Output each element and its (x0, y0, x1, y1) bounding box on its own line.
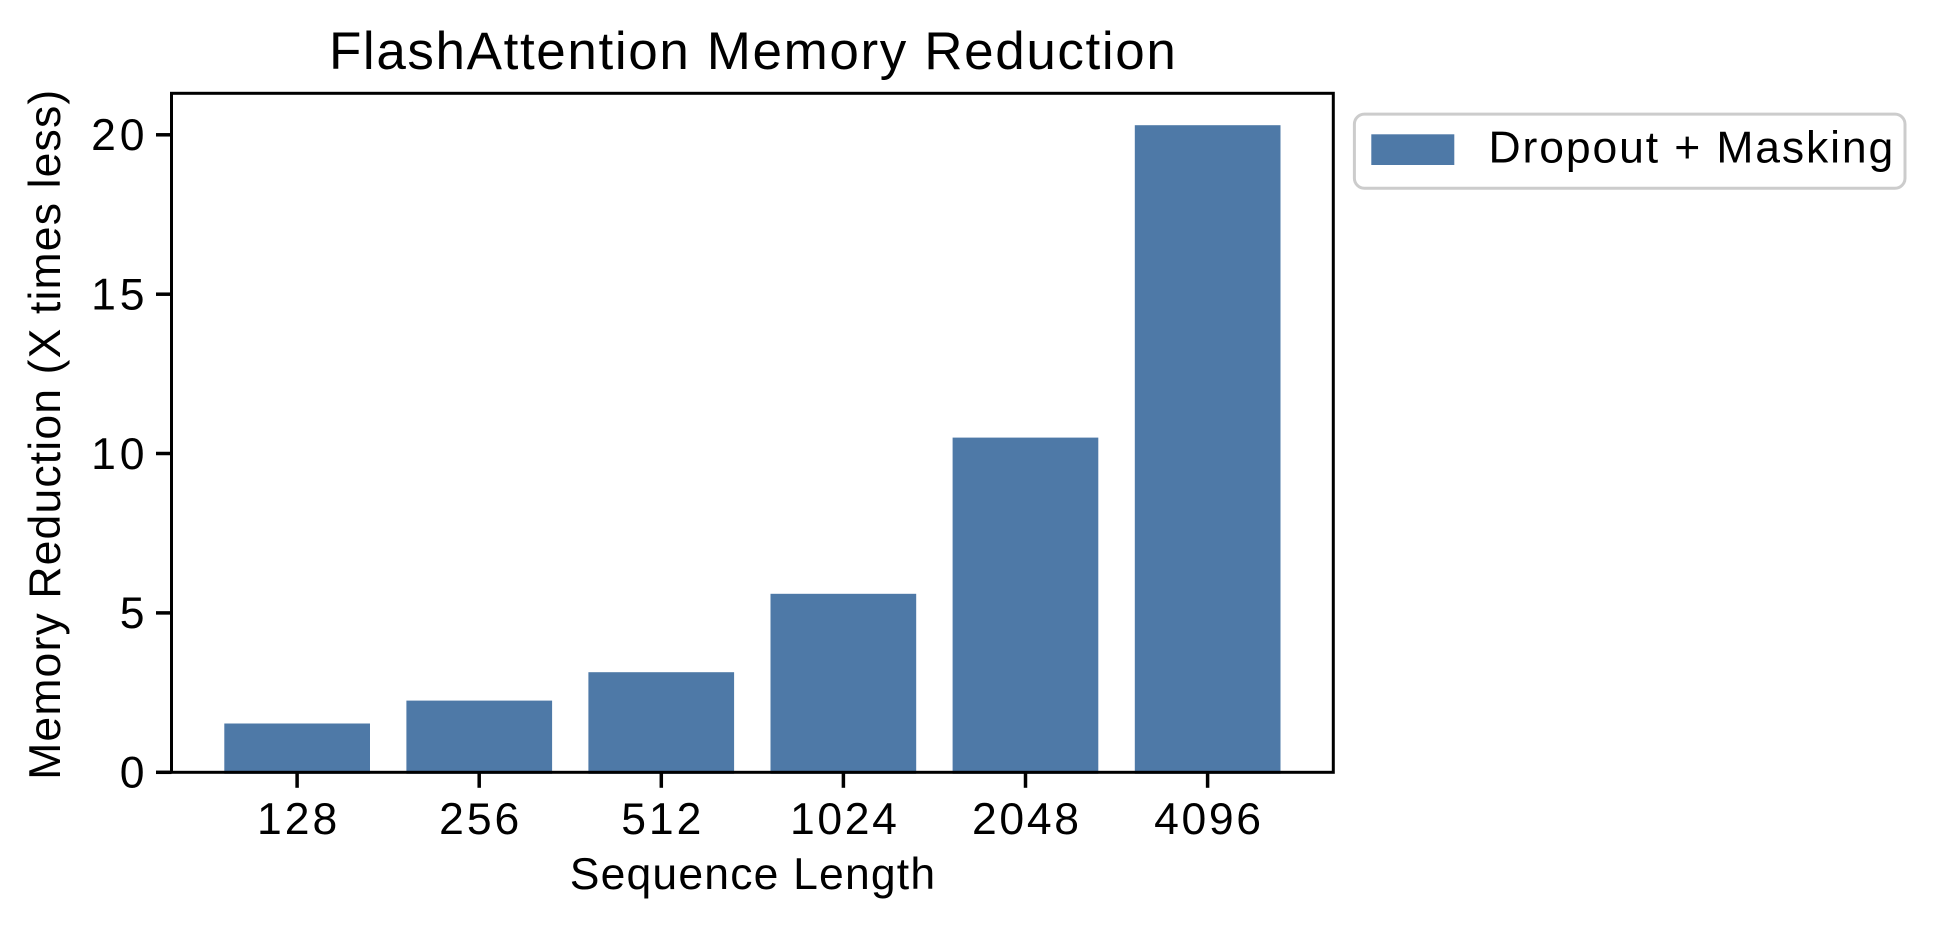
svg-text:FlashAttention Memory Reductio: FlashAttention Memory Reduction (329, 22, 1176, 81)
svg-text:Sequence Length: Sequence Length (570, 850, 935, 899)
svg-text:512: 512 (621, 795, 701, 844)
svg-text:128: 128 (257, 795, 337, 844)
svg-text:Memory Reduction (X times less: Memory Reduction (X times less) (21, 90, 70, 780)
svg-text:Dropout + Masking: Dropout + Masking (1489, 124, 1894, 173)
svg-text:5: 5 (120, 589, 145, 638)
svg-text:256: 256 (439, 795, 519, 844)
svg-text:0: 0 (120, 749, 145, 798)
